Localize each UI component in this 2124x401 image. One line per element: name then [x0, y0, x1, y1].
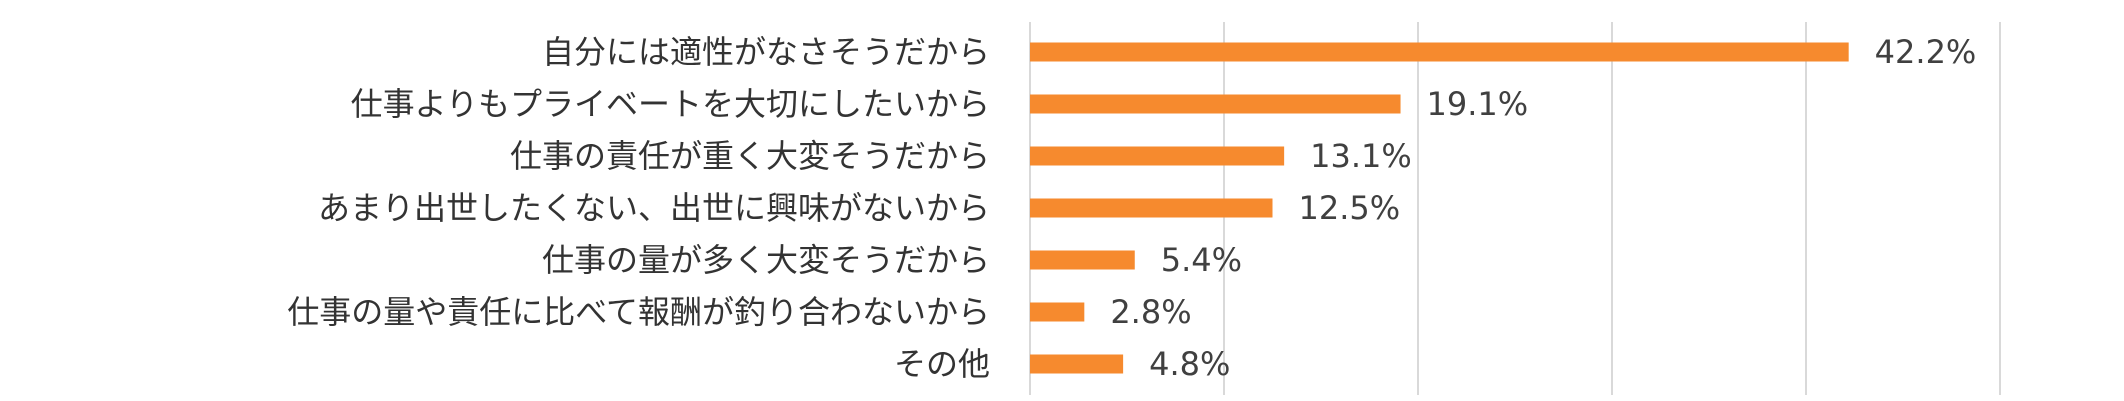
data-label: 19.1% — [1427, 85, 1529, 123]
data-label: 13.1% — [1310, 137, 1412, 175]
bar — [1030, 354, 1124, 374]
category-label: 自分には適性がなさそうだから — [542, 33, 990, 71]
bar — [1030, 198, 1273, 218]
category-label: 仕事の量や責任に比べて報酬が釣り合わないから — [287, 293, 990, 331]
bars — [1030, 42, 1849, 374]
value-labels: 42.2% 19.1% 13.1% 12.5% 5.4% 2.8% 4.8% — [1110, 33, 1976, 383]
bar — [1030, 146, 1285, 166]
category-labels: 自分には適性がなさそうだから仕事よりもプライベートを大切にしたいから仕事の責任が… — [287, 33, 990, 383]
category-label: 仕事の責任が重く大変そうだから — [510, 137, 990, 175]
data-label: 4.8% — [1149, 345, 1230, 383]
data-label: 5.4% — [1161, 241, 1242, 279]
data-label: 2.8% — [1110, 293, 1191, 331]
gridlines — [1029, 22, 2001, 395]
category-label: 仕事よりもプライベートを大切にしたいから — [351, 85, 990, 123]
bar — [1030, 94, 1401, 114]
category-label: その他 — [894, 345, 990, 383]
bar — [1030, 302, 1085, 322]
bar — [1030, 42, 1849, 62]
data-label: 12.5% — [1299, 189, 1401, 227]
bar — [1030, 250, 1135, 270]
data-label: 42.2% — [1875, 33, 1977, 71]
category-label: 仕事の量が多く大変そうだから — [542, 241, 990, 279]
category-label: あまり出世したくない、出世に興味がないから — [318, 189, 990, 227]
